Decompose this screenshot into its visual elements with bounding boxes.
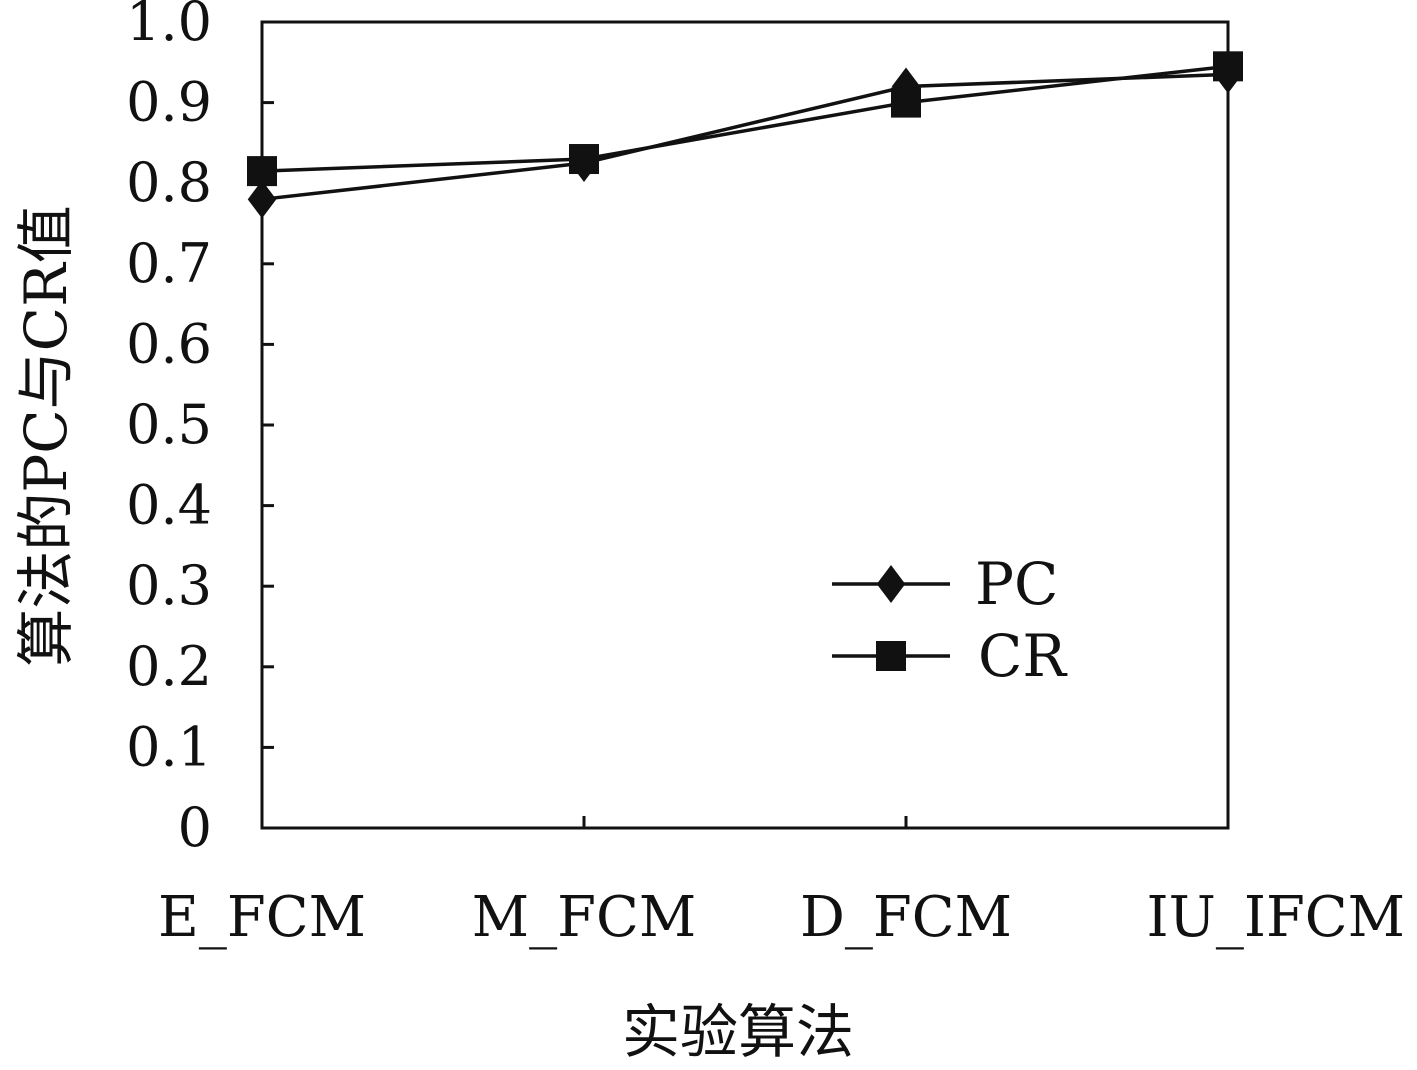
data-point-pc <box>247 180 277 219</box>
plot-frame <box>260 20 1230 830</box>
x-axis-title: 实验算法 <box>622 998 854 1066</box>
x-tick-label: IU_IFCM <box>1147 885 1405 950</box>
legend: PC CR <box>832 550 1068 690</box>
data-point-cr <box>1213 51 1243 82</box>
y-axis-title: 算法的PC与CR值 <box>12 205 80 666</box>
legend-marker-pc <box>876 565 906 603</box>
y-tick-label: 0.8 <box>126 151 212 214</box>
data-point-cr <box>569 144 599 175</box>
y-axis-ticks: 0 0.1 0.2 0.3 0.4 0.5 0.6 0.7 0.8 0.9 1.0 <box>126 0 274 859</box>
data-point-cr <box>891 87 921 118</box>
y-tick-label: 0.4 <box>126 474 212 537</box>
y-tick-label: 0.6 <box>126 312 212 375</box>
y-tick-label: 0.7 <box>126 232 212 295</box>
y-tick-label: 0.2 <box>126 635 212 698</box>
legend-label-pc: PC <box>975 550 1058 618</box>
y-tick-label: 0.9 <box>126 71 212 134</box>
x-tick-label: M_FCM <box>472 885 696 950</box>
y-tick-label: 1.0 <box>126 0 212 53</box>
series-layer <box>247 51 1243 219</box>
series-line-pc <box>261 72 1229 202</box>
y-tick-label: 0 <box>178 796 212 859</box>
x-axis-ticks: E_FCM M_FCM D_FCM IU_IFCM <box>158 816 1405 950</box>
y-tick-label: 0.1 <box>126 715 212 778</box>
x-tick-label: E_FCM <box>158 885 366 950</box>
x-tick-label: D_FCM <box>800 885 1012 950</box>
y-tick-label: 0.5 <box>126 393 212 456</box>
y-tick-label: 0.3 <box>126 554 212 617</box>
legend-item-cr <box>832 641 950 671</box>
legend-item-pc <box>832 565 950 603</box>
legend-label-cr: CR <box>978 622 1068 690</box>
series-line-cr <box>261 64 1229 173</box>
data-point-cr <box>247 156 277 187</box>
legend-marker-cr <box>876 641 906 671</box>
